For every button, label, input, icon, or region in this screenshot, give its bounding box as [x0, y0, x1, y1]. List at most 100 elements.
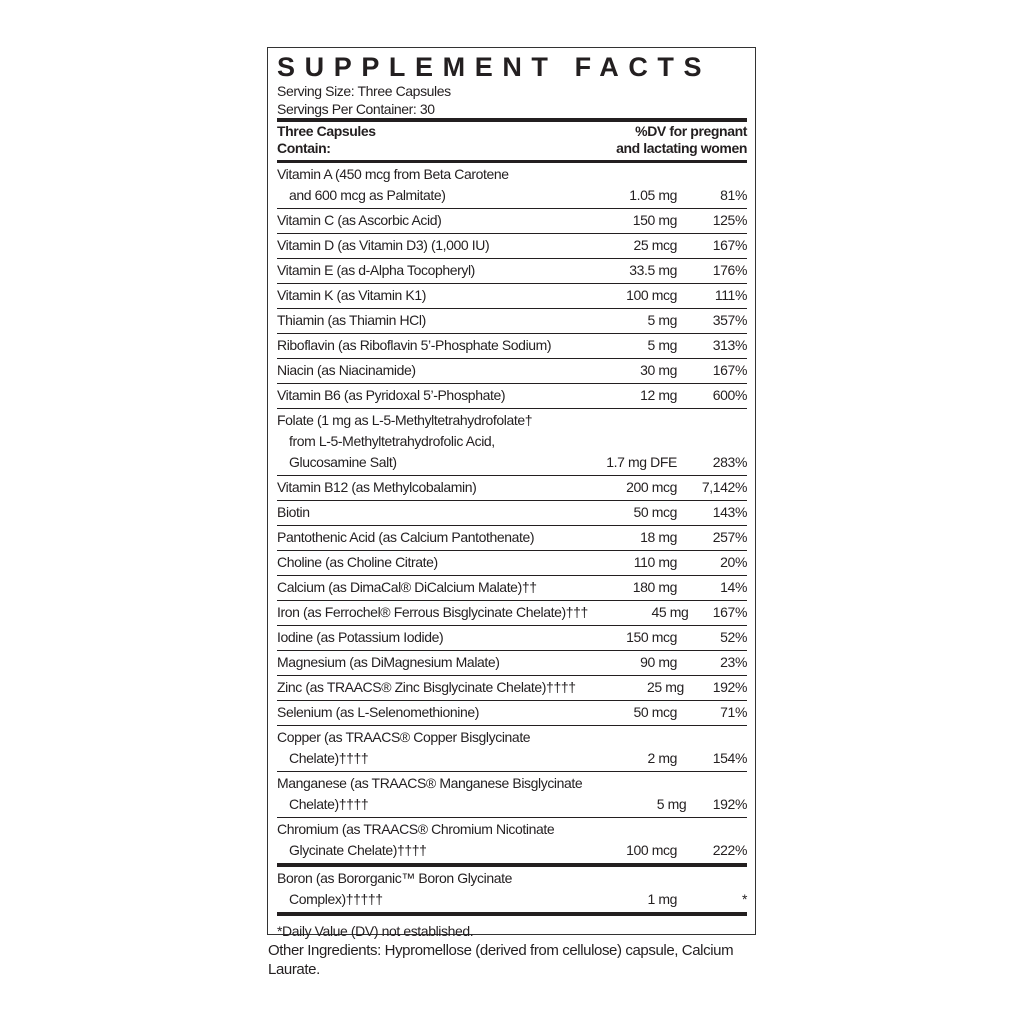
nutrient-name: Biotin — [277, 502, 557, 523]
supplement-facts-panel: SUPPLEMENT FACTS Serving Size: Three Cap… — [267, 47, 756, 939]
nutrient-name: Zinc (as TRAACS® Zinc Bisglycinate Chela… — [277, 677, 576, 698]
table-row: Niacin (as Niacinamide) 30 mg 167% — [277, 358, 747, 383]
header-right: %DV for pregnant and lactating women — [616, 123, 747, 157]
nutrient-amount: 100 mcg — [626, 842, 677, 858]
nutrient-name-line: Vitamin E (as d-Alpha Tocopheryl) — [277, 262, 475, 278]
divider-thick — [277, 912, 747, 916]
nutrient-name-line: Chelate)†††† — [289, 796, 369, 812]
nutrient-amount: 150 mcg — [626, 629, 677, 645]
table-row: Vitamin A (450 mcg from Beta Carotene and… — [277, 163, 747, 208]
nutrient-name-line: Biotin — [277, 504, 310, 520]
nutrient-dv: 23% — [720, 654, 747, 670]
nutrient-dv: 600% — [712, 387, 748, 403]
nutrient-dv: 111% — [714, 287, 748, 303]
nutrient-amount: 25 mcg — [633, 237, 677, 253]
nutrient-name-line: from L-5-Methyltetrahydrofolic Acid, — [289, 433, 495, 449]
nutrient-amount: 5 mg — [647, 312, 677, 328]
nutrient-dv: 283% — [712, 454, 748, 470]
table-row: Vitamin K (as Vitamin K1) 100 mcg 111% — [277, 283, 747, 308]
nutrient-name-line: Selenium (as L-Selenomethionine) — [277, 704, 479, 720]
nutrient-dv: 192% — [712, 679, 748, 695]
nutrient-name: Folate (1 mg as L-5-Methyltetrahydrofola… — [277, 410, 557, 473]
table-row: Pantothenic Acid (as Calcium Pantothenat… — [277, 525, 747, 550]
nutrient-name-line: Glucosamine Salt) — [289, 454, 397, 470]
table-row: Selenium (as L-Selenomethionine) 50 mcg 71… — [277, 700, 747, 725]
nutrient-name: Vitamin A (450 mcg from Beta Carotene and… — [277, 164, 557, 206]
nutrient-amount: 2 mg — [647, 750, 677, 766]
nutrient-amount: 1 mg — [647, 891, 677, 907]
table-row: Choline (as Choline Citrate) 110 mg 20% — [277, 550, 747, 575]
footnote: *Daily Value (DV) not established. — [277, 923, 474, 939]
nutrient-name-line: Vitamin D (as Vitamin D3) (1,000 IU) — [277, 237, 490, 253]
nutrient-name-line: Chelate)†††† — [289, 750, 369, 766]
nutrient-name: Choline (as Choline Citrate) — [277, 552, 557, 573]
table-row: Biotin 50 mcg 143% — [277, 500, 747, 525]
nutrient-name-line: Copper (as TRAACS® Copper Bisglycinate — [277, 729, 531, 745]
nutrient-name-line: Vitamin B6 (as Pyridoxal 5’-Phosphate) — [277, 387, 506, 403]
nutrient-table: Vitamin A (450 mcg from Beta Carotene and… — [277, 163, 747, 912]
table-row: Vitamin D (as Vitamin D3) (1,000 IU) 25 m… — [277, 233, 747, 258]
nutrient-name-line: Iodine (as Potassium Iodide) — [277, 629, 444, 645]
nutrient-amount: 18 mg — [640, 529, 677, 545]
nutrient-name: Iron (as Ferrochel® Ferrous Bisglycinate… — [277, 602, 588, 623]
table-row: Thiamin (as Thiamin HCl) 5 mg 357% — [277, 308, 747, 333]
table-row: Iodine (as Potassium Iodide) 150 mcg 52% — [277, 625, 747, 650]
table-row: Vitamin B12 (as Methylcobalamin) 200 mcg 7… — [277, 475, 747, 500]
header-left-line1: Three Capsules — [277, 123, 376, 139]
nutrient-name: Vitamin B6 (as Pyridoxal 5’-Phosphate) — [277, 385, 557, 406]
nutrient-name-line: Zinc (as TRAACS® Zinc Bisglycinate Chela… — [277, 679, 576, 695]
nutrient-dv: 52% — [720, 629, 747, 645]
nutrient-amount: 50 mcg — [633, 704, 677, 720]
table-row: Zinc (as TRAACS® Zinc Bisglycinate Chela… — [277, 675, 747, 700]
nutrient-amount: 30 mg — [640, 362, 677, 378]
nutrient-amount: 90 mg — [640, 654, 677, 670]
nutrient-name: Chromium (as TRAACS® Chromium Nicotinate… — [277, 819, 557, 861]
table-row: Boron (as Bororganic™ Boron Glycinate Com… — [277, 863, 747, 912]
table-row: Iron (as Ferrochel® Ferrous Bisglycinate… — [277, 600, 747, 625]
nutrient-name-line: Magnesium (as DiMagnesium Malate) — [277, 654, 500, 670]
table-row: Riboflavin (as Riboflavin 5’-Phosphate S… — [277, 333, 747, 358]
nutrient-name-line: Choline (as Choline Citrate) — [277, 554, 438, 570]
header-left-line2: Contain: — [277, 140, 331, 156]
nutrient-dv: 257% — [712, 529, 748, 545]
nutrient-amount: 5 mg — [647, 337, 677, 353]
nutrient-dv: 7,142% — [701, 479, 747, 495]
nutrient-name-line: Vitamin C (as Ascorbic Acid) — [277, 212, 442, 228]
table-row: Calcium (as DimaCal® DiCalcium Malate)††… — [277, 575, 747, 600]
nutrient-dv: 154% — [712, 750, 748, 766]
nutrient-dv: 81% — [720, 187, 747, 203]
nutrient-name: Manganese (as TRAACS® Manganese Bisglyci… — [277, 773, 583, 815]
panel-title: SUPPLEMENT FACTS — [277, 52, 712, 82]
nutrient-amount: 110 mg — [633, 554, 678, 570]
nutrient-name: Selenium (as L-Selenomethionine) — [277, 702, 557, 723]
nutrient-name-line: Vitamin B12 (as Methylcobalamin) — [277, 479, 477, 495]
nutrient-name: Copper (as TRAACS® Copper Bisglycinate Ch… — [277, 727, 557, 769]
nutrient-dv: 14% — [720, 579, 747, 595]
nutrient-name-line: Manganese (as TRAACS® Manganese Bisglyci… — [277, 775, 583, 791]
nutrient-amount: 100 mcg — [626, 287, 677, 303]
nutrient-name-line: Riboflavin (as Riboflavin 5’-Phosphate S… — [277, 337, 552, 353]
table-row: Chromium (as TRAACS® Chromium Nicotinate… — [277, 817, 747, 863]
nutrient-name-line: Folate (1 mg as L-5-Methyltetrahydrofola… — [277, 412, 533, 428]
nutrient-name-line: and 600 mcg as Palmitate) — [289, 187, 446, 203]
other-ingredients: Other Ingredients: Hypromellose (derived… — [268, 942, 734, 978]
serving-size: Serving Size: Three Capsules — [277, 83, 451, 99]
divider-thick — [277, 118, 747, 122]
nutrient-name-line: Boron (as Bororganic™ Boron Glycinate — [277, 870, 512, 886]
nutrient-name-line: Calcium (as DimaCal® DiCalcium Malate)†† — [277, 579, 537, 595]
nutrient-amount: 200 mcg — [626, 479, 677, 495]
nutrient-amount: 1.05 mg — [629, 187, 677, 203]
nutrient-dv: 20% — [720, 554, 747, 570]
table-row: Manganese (as TRAACS® Manganese Bisglyci… — [277, 771, 747, 817]
nutrient-amount: 45 mg — [651, 604, 689, 620]
servings-per-container: Servings Per Container: 30 — [277, 101, 435, 117]
nutrient-name: Vitamin K (as Vitamin K1) — [277, 285, 557, 306]
header-left: Three Capsules Contain: — [277, 123, 376, 157]
table-row: Vitamin C (as Ascorbic Acid) 150 mg 125% — [277, 208, 747, 233]
nutrient-dv: 143% — [712, 504, 748, 520]
nutrient-amount: 180 mg — [632, 579, 678, 595]
divider-medium — [277, 160, 747, 163]
nutrient-amount: 50 mcg — [633, 504, 677, 520]
table-row: Copper (as TRAACS® Copper Bisglycinate Ch… — [277, 725, 747, 771]
nutrient-name-line: Complex)††††† — [289, 891, 383, 907]
